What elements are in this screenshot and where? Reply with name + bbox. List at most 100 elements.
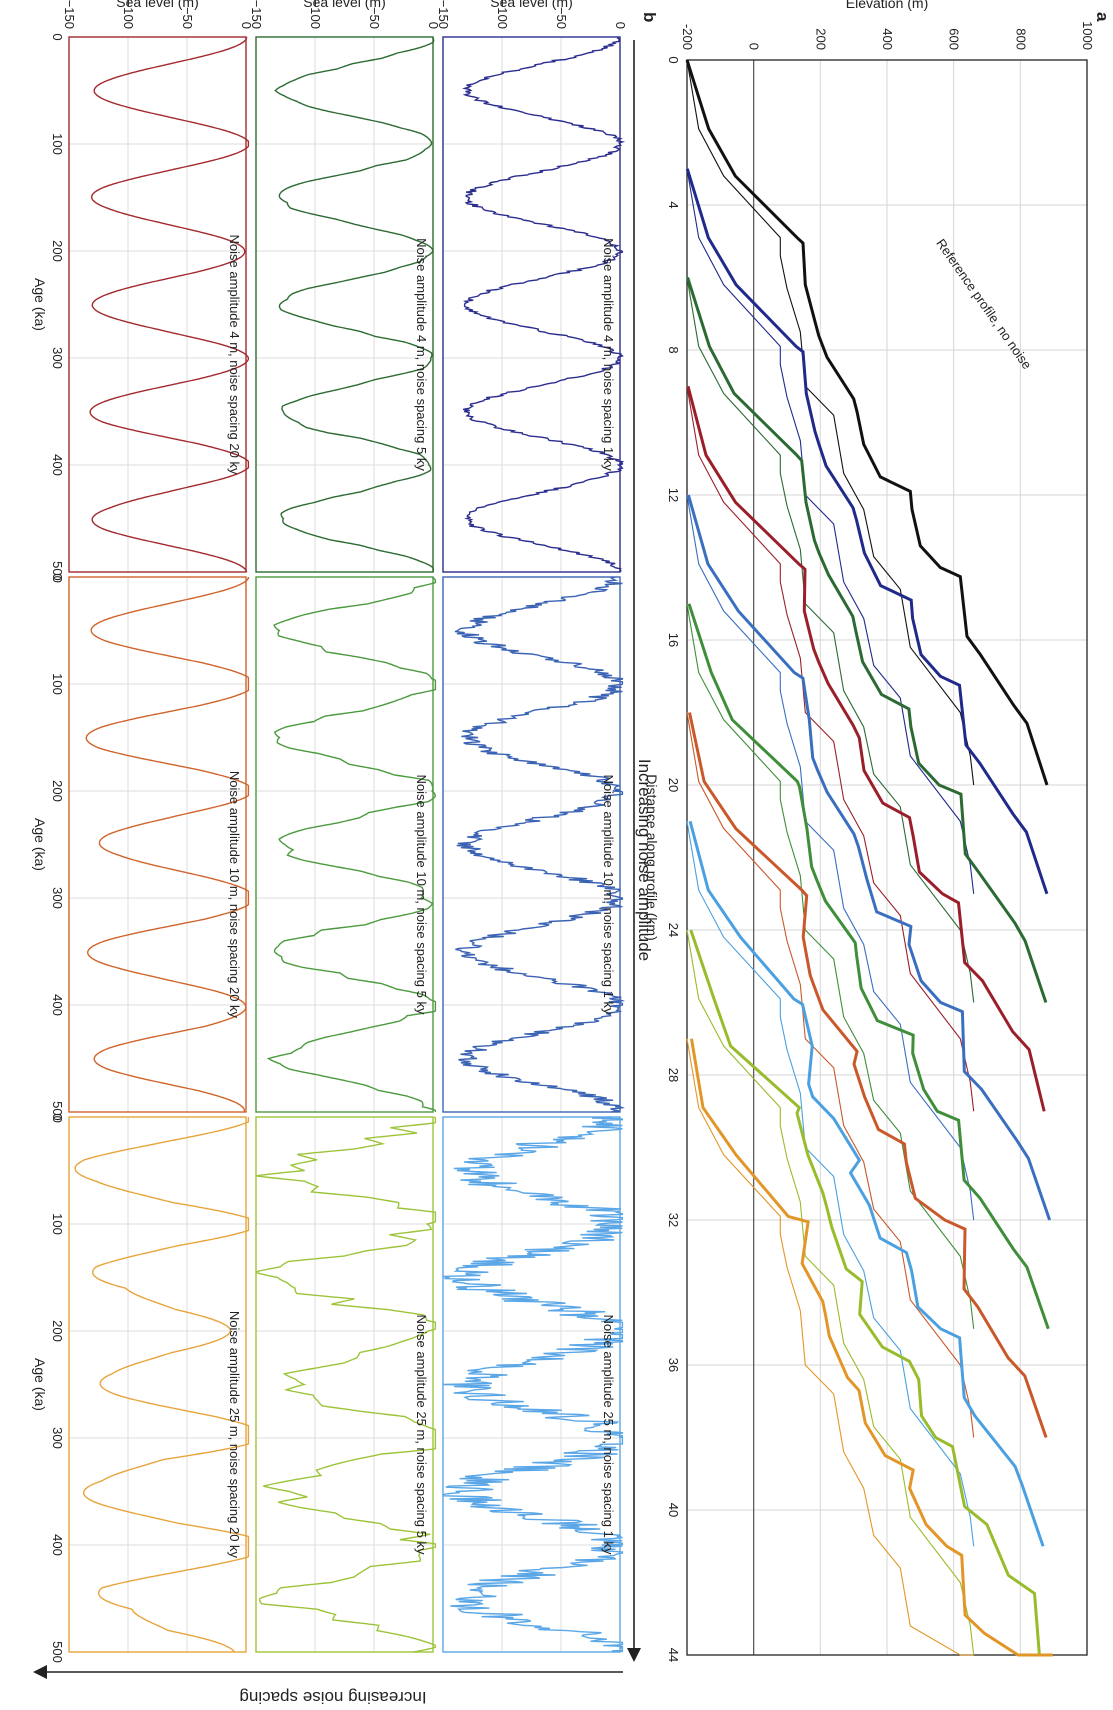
sea-level-series bbox=[274, 36, 435, 573]
sea-level-series bbox=[89, 36, 250, 573]
y-axis-label: Sea level (m) bbox=[303, 0, 385, 10]
profile-thick-7 bbox=[688, 820, 1045, 1547]
noise-spacing-arrowhead bbox=[33, 1665, 47, 1679]
profile-thick-8 bbox=[689, 929, 1041, 1656]
y-tick-label: −50 bbox=[554, 7, 569, 29]
profile-thick-2 bbox=[686, 277, 1048, 1003]
panel-b-letter: b bbox=[640, 12, 659, 22]
sea-level-panel-0: Noise amplitude 4 m, noise spacing 1 ky −… bbox=[436, 0, 628, 573]
sea-level-series bbox=[461, 36, 626, 573]
x-tick-label: 0 bbox=[50, 1113, 65, 1120]
x-axis-label: Age (ka) bbox=[32, 818, 48, 871]
increasing-noise-spacing-label: Increasing noise spacing bbox=[239, 1688, 426, 1707]
sea-level-series bbox=[255, 1116, 437, 1653]
x-tick-label: 300 bbox=[50, 1427, 65, 1449]
profile-thin-7 bbox=[686, 821, 975, 1547]
x-tick-label: 32 bbox=[666, 1213, 681, 1227]
x-tick-label: 500 bbox=[50, 561, 65, 583]
y-tick-label: 1000 bbox=[1080, 21, 1095, 50]
y-tick-label: 0 bbox=[239, 22, 254, 29]
profile-thin-6 bbox=[686, 712, 975, 1438]
x-tick-label: 0 bbox=[50, 33, 65, 40]
sea-level-series bbox=[85, 577, 250, 1113]
profile-thin-1 bbox=[686, 168, 975, 894]
x-tick-label: 4 bbox=[666, 201, 681, 208]
x-tick-label: 20 bbox=[666, 778, 681, 792]
y-tick-label: 200 bbox=[813, 28, 828, 50]
y-tick-label: 0 bbox=[426, 22, 441, 29]
sea-level-series bbox=[74, 1117, 250, 1653]
x-tick-label: 24 bbox=[666, 923, 681, 937]
profile-thick-1 bbox=[685, 168, 1049, 895]
x-tick-label: 500 bbox=[50, 1101, 65, 1123]
sea-level-panel-5: Noise amplitude 25 m, noise spacing 5 ky bbox=[255, 1116, 437, 1653]
y-tick-label: −150 bbox=[62, 0, 77, 29]
x-tick-label: 400 bbox=[50, 454, 65, 476]
x-tick-label: 400 bbox=[50, 1534, 65, 1556]
noise-amplitude-arrowhead bbox=[627, 1648, 641, 1662]
x-tick-label: 200 bbox=[50, 1320, 65, 1342]
sea-level-panel-6: Noise amplitude 4 m, noise spacing 20 ky… bbox=[32, 0, 254, 583]
y-tick-label: −100 bbox=[495, 0, 510, 29]
sea-level-series bbox=[454, 576, 626, 1113]
x-tick-label: 100 bbox=[50, 1213, 65, 1235]
panel-b: b Increasing noise amplitude Increasing no… bbox=[32, 0, 659, 1707]
profile-thin-0 bbox=[686, 59, 975, 786]
profile-thin-8 bbox=[686, 929, 975, 1656]
panel-label: Noise amplitude 4 m, noise spacing 5 ky bbox=[414, 238, 429, 471]
panel-label: Noise amplitude 4 m, noise spacing 20 ky bbox=[227, 235, 242, 475]
x-tick-label: 36 bbox=[666, 1358, 681, 1372]
panel-frame bbox=[68, 36, 247, 573]
panel-label: Noise amplitude 4 m, noise spacing 1 ky bbox=[601, 238, 616, 471]
x-tick-label: 500 bbox=[50, 1641, 65, 1663]
x-axis-label: Age (ka) bbox=[32, 1358, 48, 1411]
sea-level-panel-4: Noise amplitude 10 m, noise spacing 5 ky bbox=[255, 576, 437, 1113]
x-tick-label: 200 bbox=[50, 780, 65, 802]
sea-level-series bbox=[442, 1116, 624, 1653]
y-axis-label: Sea level (m) bbox=[116, 0, 198, 10]
x-tick-label: 28 bbox=[666, 1068, 681, 1082]
sea-level-panel-7: Noise amplitude 10 m, noise spacing 20 k… bbox=[32, 573, 250, 1123]
sea-level-series bbox=[266, 576, 437, 1112]
x-axis-label: Age (ka) bbox=[32, 278, 48, 331]
panel-frame bbox=[442, 36, 621, 573]
panel-a-frame bbox=[686, 59, 1088, 1656]
profile-thick-6 bbox=[688, 712, 1048, 1438]
y-tick-label: −50 bbox=[180, 7, 195, 29]
sea-level-panel-1: Noise amplitude 10 m, noise spacing 1 ky bbox=[442, 576, 626, 1113]
y-tick-label: −100 bbox=[308, 0, 323, 29]
y-tick-label: −150 bbox=[436, 0, 451, 29]
y-tick-label: 0 bbox=[613, 22, 628, 29]
panel-label: Noise amplitude 10 m, noise spacing 20 k… bbox=[227, 771, 242, 1019]
x-axis-label: Distance along profile (km) bbox=[644, 774, 660, 941]
y-tick-label: 0 bbox=[747, 43, 762, 50]
x-tick-label: 40 bbox=[666, 1503, 681, 1517]
y-tick-label: 800 bbox=[1013, 28, 1028, 50]
profile-thick-9 bbox=[690, 1038, 1053, 1657]
panel-frame bbox=[68, 1116, 247, 1653]
y-axis-label: Sea level (m) bbox=[490, 0, 572, 10]
y-tick-label: −100 bbox=[121, 0, 136, 29]
profile-thin-2 bbox=[686, 277, 975, 1003]
profile-thin-4 bbox=[686, 494, 975, 1221]
panel-label: Noise amplitude 25 m, noise spacing 5 ky bbox=[414, 1315, 429, 1555]
profile-thin-3 bbox=[686, 386, 975, 1112]
panel-label: Noise amplitude 25 m, noise spacing 20 k… bbox=[227, 1311, 242, 1559]
y-tick-label: −50 bbox=[367, 7, 382, 29]
x-tick-label: 300 bbox=[50, 347, 65, 369]
y-tick-label: -200 bbox=[680, 24, 695, 50]
x-tick-label: 0 bbox=[666, 56, 681, 63]
panel-a-letter: a bbox=[1093, 12, 1112, 22]
x-tick-label: 44 bbox=[666, 1648, 681, 1662]
x-tick-label: 100 bbox=[50, 133, 65, 155]
panel-frame bbox=[255, 36, 434, 573]
profile-thick-4 bbox=[686, 494, 1052, 1221]
profile-thick-0 bbox=[685, 59, 1049, 786]
profile-thin-5 bbox=[686, 603, 975, 1329]
reference-profile-annotation: Reference profile, no noise bbox=[933, 236, 1034, 372]
panel-frame bbox=[442, 576, 621, 1113]
increasing-noise-amplitude-label: Increasing noise amplitude bbox=[635, 759, 654, 961]
panel-frame bbox=[255, 1116, 434, 1653]
panel-frame bbox=[255, 576, 434, 1113]
